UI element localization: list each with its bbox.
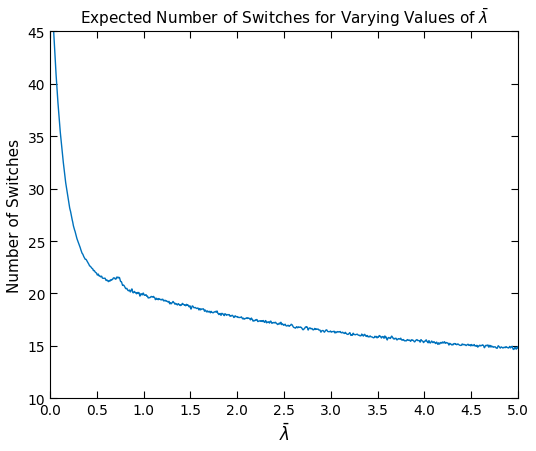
X-axis label: $\bar{\lambda}$: $\bar{\lambda}$ bbox=[279, 423, 289, 444]
Y-axis label: Number of Switches: Number of Switches bbox=[7, 138, 22, 292]
Title: Expected Number of Switches for Varying Values of $\bar{\lambda}$: Expected Number of Switches for Varying … bbox=[80, 7, 488, 29]
